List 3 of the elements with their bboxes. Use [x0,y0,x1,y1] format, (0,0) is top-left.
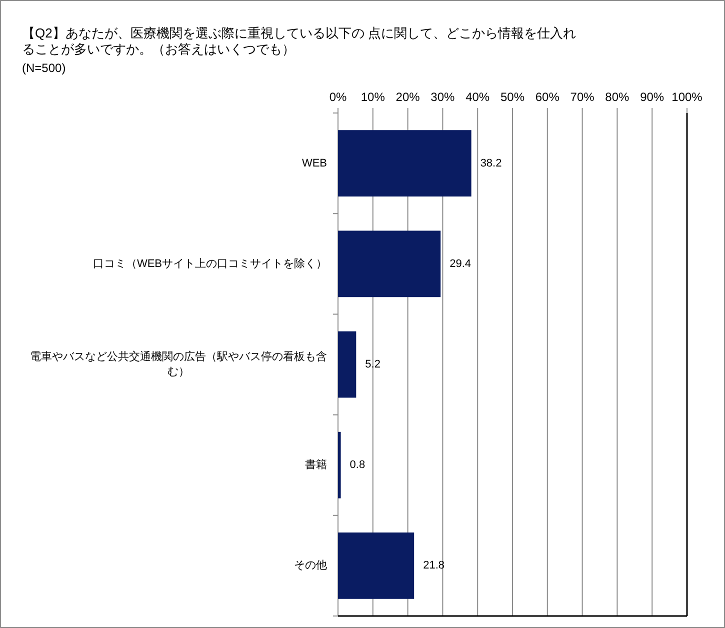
title: ることが多いですか。（お答えはいくつでも） [22,42,295,56]
title: 【Q2】あなたが、医療機関を選ぶ際に重視している以下の 点に関して、どこから情報を仕入れ [22,26,576,40]
subtitle: (N=500) [22,61,66,75]
